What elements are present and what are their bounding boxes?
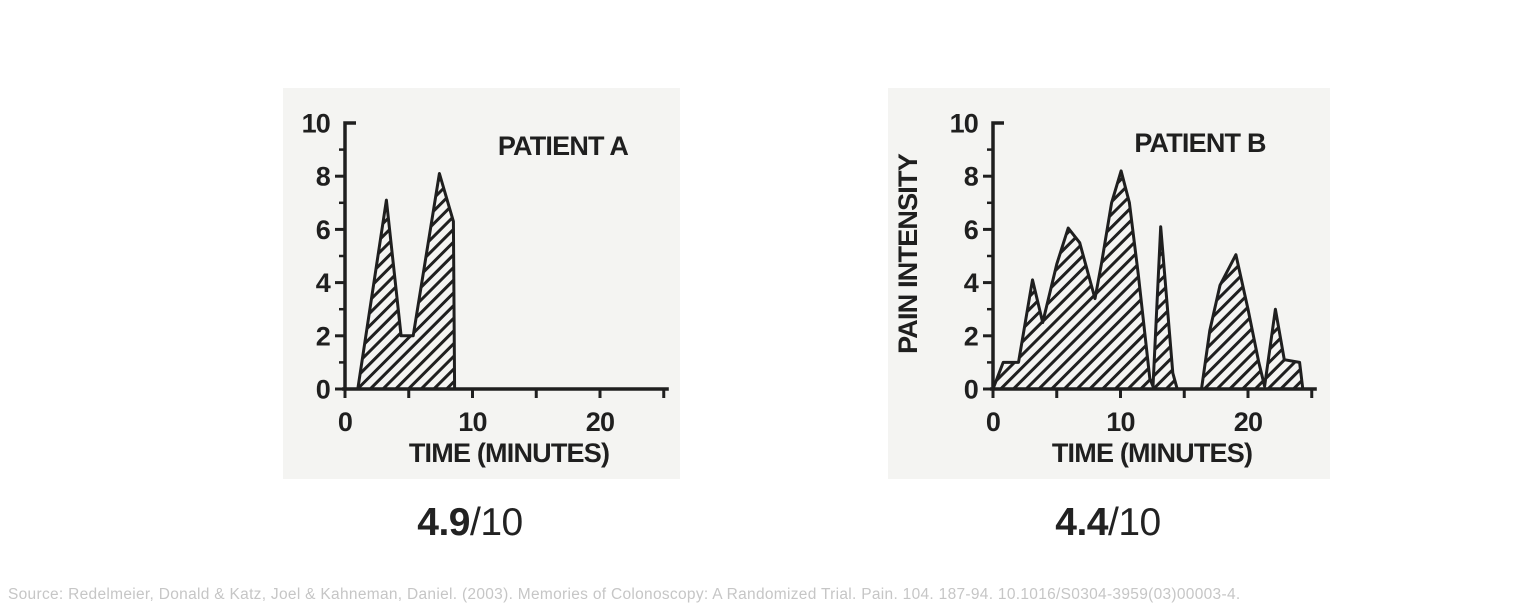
chart-title: PATIENT A [498, 131, 629, 161]
patient-b-chart: 0 2 4 6 8 10 0 10 20 PATIENT B TIME (MINUTES) PAIN … [893, 109, 1317, 468]
y-axis-tick-label: 2 [316, 321, 330, 351]
x-axis-label: TIME (MINUTES) [1052, 438, 1252, 468]
y-axis-tick-label: 8 [964, 162, 979, 192]
score-value: 4.4 [1055, 501, 1108, 544]
patient-a-chart: 0 2 4 6 8 10 0 10 20 PATIENT A TIME (MINUTES) [302, 109, 669, 468]
y-axis [343, 121, 356, 391]
x-axis-tick-label: 0 [986, 407, 1000, 437]
score-denominator: /10 [470, 501, 523, 544]
y-axis-tick-label: 2 [964, 321, 978, 351]
y-axis-tick-label: 10 [302, 109, 330, 139]
x-axis-tick-label: 10 [1106, 407, 1134, 437]
pain-intensity-area [991, 169, 1305, 391]
x-axis-tick-label: 20 [586, 407, 614, 437]
x-axis-label: TIME (MINUTES) [409, 438, 609, 468]
x-axis-tick-label: 0 [338, 407, 352, 437]
patient-a-chart-panel: 0 2 4 6 8 10 0 10 20 PATIENT A TIME (MINUTES) [283, 88, 680, 479]
y-axis-tick-label: 4 [316, 268, 331, 298]
patient-b-remembered-score: 4.4/10 [1055, 501, 1161, 545]
score-denominator: /10 [1108, 501, 1161, 544]
x-axis-tick-label: 20 [1234, 407, 1262, 437]
y-axis-tick-label: 4 [964, 268, 979, 298]
score-value: 4.9 [417, 501, 470, 544]
source-citation: Source: Redelmeier, Donald & Katz, Joel … [8, 586, 1241, 603]
chart-title: PATIENT B [1134, 128, 1266, 158]
pain-intensity-area [356, 172, 457, 391]
patient-a-remembered-score: 4.9/10 [417, 501, 523, 545]
y-axis-tick-label: 6 [964, 215, 979, 245]
y-axis-tick-label: 10 [950, 109, 978, 139]
x-axis-tick-label: 10 [458, 407, 486, 437]
y-axis-tick-label: 8 [316, 162, 331, 192]
y-axis [991, 121, 1004, 391]
y-axis-tick-label: 0 [964, 375, 978, 405]
patient-b-chart-panel: 0 2 4 6 8 10 0 10 20 PATIENT B TIME (MINUTES) PAIN … [888, 88, 1330, 479]
y-axis-tick-label: 6 [316, 215, 331, 245]
y-axis-label: PAIN INTENSITY [893, 153, 923, 354]
y-axis-tick-label: 0 [316, 375, 330, 405]
